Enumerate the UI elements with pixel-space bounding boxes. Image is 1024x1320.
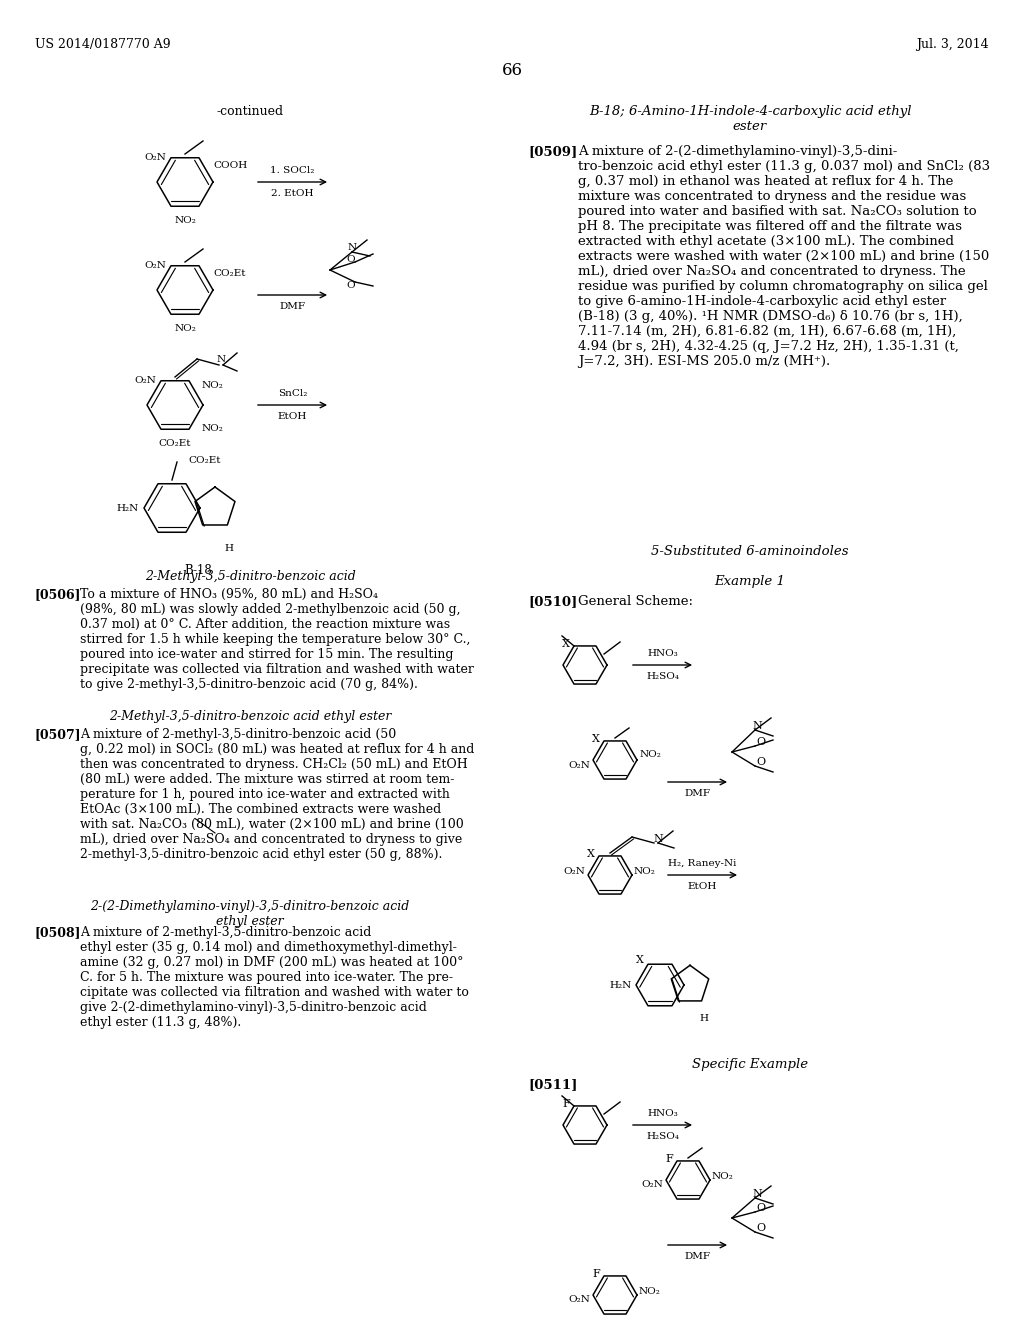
Text: O: O: [756, 756, 765, 767]
Text: [0506]: [0506]: [35, 587, 82, 601]
Text: DMF: DMF: [684, 789, 711, 799]
Text: CO₂Et: CO₂Et: [159, 440, 191, 447]
Text: F: F: [562, 1100, 570, 1109]
Text: 66: 66: [502, 62, 522, 79]
Text: 2-Methyl-3,5-dinitro-benzoic acid: 2-Methyl-3,5-dinitro-benzoic acid: [144, 570, 355, 583]
Text: O₂N: O₂N: [563, 866, 585, 875]
Text: O: O: [347, 255, 355, 264]
Text: General Scheme:: General Scheme:: [578, 595, 693, 609]
Text: O₂N: O₂N: [144, 153, 166, 162]
Text: NO₂: NO₂: [640, 750, 662, 759]
Text: SnCl₂: SnCl₂: [278, 389, 307, 399]
Text: O₂N: O₂N: [641, 1180, 663, 1188]
Text: HNO₃: HNO₃: [647, 649, 678, 657]
Text: O: O: [347, 281, 355, 289]
Text: NO₂: NO₂: [174, 216, 196, 224]
Text: O: O: [756, 737, 765, 747]
Text: N: N: [347, 243, 356, 252]
Text: CO₂Et: CO₂Et: [213, 269, 246, 279]
Text: [0509]: [0509]: [528, 145, 578, 158]
Text: CO₂Et: CO₂Et: [188, 455, 221, 465]
Text: To a mixture of HNO₃ (95%, 80 mL) and H₂SO₄
(98%, 80 mL) was slowly added 2-meth: To a mixture of HNO₃ (95%, 80 mL) and H₂…: [80, 587, 474, 690]
Text: X: X: [562, 639, 570, 649]
Text: Example 1: Example 1: [715, 576, 785, 587]
Text: [0508]: [0508]: [35, 927, 82, 939]
Text: NO₂: NO₂: [634, 866, 656, 875]
Text: COOH: COOH: [213, 161, 248, 170]
Text: DMF: DMF: [684, 1251, 711, 1261]
Text: Jul. 3, 2014: Jul. 3, 2014: [916, 38, 989, 51]
Text: O: O: [756, 1203, 765, 1213]
Text: NO₂: NO₂: [712, 1172, 734, 1180]
Text: NO₂: NO₂: [202, 381, 223, 389]
Text: B-18; 6-Amino-1H-indole-4-carboxylic acid ethyl
ester: B-18; 6-Amino-1H-indole-4-carboxylic aci…: [589, 106, 911, 133]
Text: EtOH: EtOH: [688, 882, 717, 891]
Text: 2-(2-Dimethylamino-vinyl)-3,5-dinitro-benzoic acid
ethyl ester: 2-(2-Dimethylamino-vinyl)-3,5-dinitro-be…: [90, 900, 410, 928]
Text: Specific Example: Specific Example: [692, 1059, 808, 1071]
Text: A mixture of 2-(2-dimethylamino-vinyl)-3,5-dini-
tro-benzoic acid ethyl ester (1: A mixture of 2-(2-dimethylamino-vinyl)-3…: [578, 145, 990, 368]
Text: O₂N: O₂N: [568, 762, 590, 771]
Text: NO₂: NO₂: [639, 1287, 660, 1295]
Text: DMF: DMF: [280, 302, 305, 312]
Text: X: X: [587, 849, 595, 859]
Text: 2-Methyl-3,5-dinitro-benzoic acid ethyl ester: 2-Methyl-3,5-dinitro-benzoic acid ethyl …: [109, 710, 391, 723]
Text: N: N: [752, 721, 762, 731]
Text: H: H: [224, 544, 233, 553]
Text: N: N: [653, 834, 663, 843]
Text: F: F: [592, 1269, 600, 1279]
Text: O₂N: O₂N: [144, 261, 166, 271]
Text: X: X: [592, 734, 600, 744]
Text: H₂SO₄: H₂SO₄: [646, 1133, 679, 1140]
Text: HNO₃: HNO₃: [647, 1109, 678, 1118]
Text: O₂N: O₂N: [568, 1295, 590, 1304]
Text: [0511]: [0511]: [528, 1078, 578, 1092]
Text: US 2014/0187770 A9: US 2014/0187770 A9: [35, 38, 171, 51]
Text: H: H: [699, 1014, 709, 1023]
Text: F: F: [666, 1154, 673, 1164]
Text: N: N: [752, 1189, 762, 1199]
Text: EtOH: EtOH: [278, 412, 307, 421]
Text: 2. EtOH: 2. EtOH: [271, 189, 313, 198]
Text: [0510]: [0510]: [528, 595, 578, 609]
Text: O₂N: O₂N: [134, 376, 156, 385]
Text: O: O: [756, 1224, 765, 1233]
Text: H₂SO₄: H₂SO₄: [646, 672, 679, 681]
Text: 5-Substituted 6-aminoindoles: 5-Substituted 6-aminoindoles: [651, 545, 849, 558]
Text: -continued: -continued: [216, 106, 284, 117]
Text: H₂N: H₂N: [609, 981, 632, 990]
Text: B-18: B-18: [184, 564, 212, 577]
Text: [0507]: [0507]: [35, 729, 82, 741]
Text: NO₂: NO₂: [202, 424, 223, 433]
Text: NO₂: NO₂: [174, 323, 196, 333]
Text: H₂, Raney-Ni: H₂, Raney-Ni: [669, 859, 736, 869]
Text: A mixture of 2-methyl-3,5-dinitro-benzoic acid (50
g, 0.22 mol) in SOCl₂ (80 mL): A mixture of 2-methyl-3,5-dinitro-benzoi…: [80, 729, 474, 861]
Text: N: N: [216, 355, 225, 364]
Text: A mixture of 2-methyl-3,5-dinitro-benzoic acid
ethyl ester (35 g, 0.14 mol) and : A mixture of 2-methyl-3,5-dinitro-benzoi…: [80, 927, 469, 1030]
Text: H₂N: H₂N: [117, 503, 139, 512]
Text: X: X: [636, 956, 644, 965]
Text: 1. SOCl₂: 1. SOCl₂: [270, 166, 314, 176]
